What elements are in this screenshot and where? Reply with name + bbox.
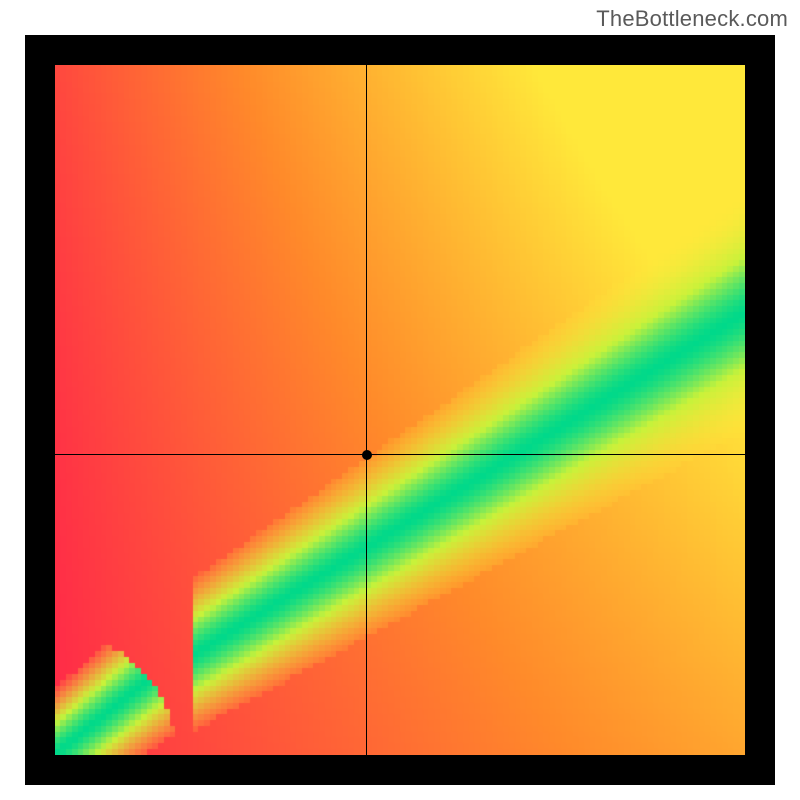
watermark-label: TheBottleneck.com (596, 6, 788, 32)
crosshair-marker (362, 450, 372, 460)
heatmap-plot (55, 65, 745, 755)
frame-top (25, 35, 775, 65)
crosshair-vertical (366, 65, 367, 755)
chart-container: TheBottleneck.com (0, 0, 800, 800)
frame-right (745, 35, 775, 785)
crosshair-horizontal (55, 454, 745, 455)
frame-bottom (25, 755, 775, 785)
frame-left (25, 35, 55, 785)
